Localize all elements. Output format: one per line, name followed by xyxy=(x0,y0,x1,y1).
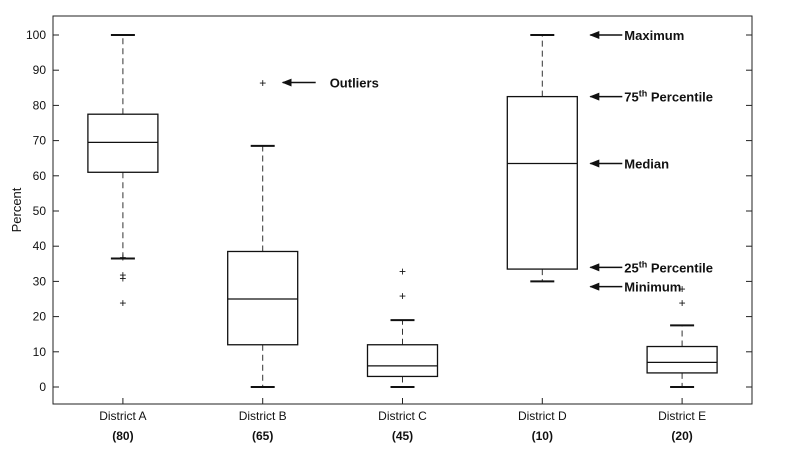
box-1-outlier-2: + xyxy=(119,271,126,285)
y-tick-label-0: 0 xyxy=(39,380,46,394)
boxes-layer: +++++++++ xyxy=(87,34,718,388)
box-3-outlier-1: + xyxy=(399,289,406,303)
annotation-label-3: 75th Percentile xyxy=(624,89,713,105)
box-1-iqr-box xyxy=(87,113,159,173)
y-tick-label-30: 30 xyxy=(33,274,47,288)
y-tick-label-100: 100 xyxy=(26,28,46,42)
box-1-outlier-3: + xyxy=(119,268,126,282)
y-tick-label-10: 10 xyxy=(33,345,47,359)
box-2-iqr-box xyxy=(227,250,299,346)
sample-size-label-5: (20) xyxy=(671,429,692,443)
y-tick-label-40: 40 xyxy=(33,239,47,253)
annotations-layer: Outliers Maximum 75th Percentile Median 25th… xyxy=(281,28,713,295)
box-3-outlier-2: + xyxy=(399,264,406,278)
annotation-label-4: Median xyxy=(624,156,669,171)
y-tick-label-90: 90 xyxy=(33,63,47,77)
category-label-2: District B xyxy=(239,409,287,423)
box-5-outlier-1: + xyxy=(679,296,686,310)
sample-size-label-2: (65) xyxy=(252,429,273,443)
box-1-outlier-1: + xyxy=(119,296,126,310)
y-tick-label-80: 80 xyxy=(33,98,47,112)
box-4-iqr-box xyxy=(506,95,578,270)
box-5-outlier-2: + xyxy=(679,282,686,296)
box-1-outlier-4: + xyxy=(119,250,126,264)
sample-size-label-4: (10) xyxy=(532,429,553,443)
box-3-iqr-box xyxy=(366,344,439,378)
category-label-4: District D xyxy=(518,409,567,423)
annotation-label-5: 25th Percentile xyxy=(624,259,713,275)
axes-layer: 0 10 20 30 40 50 60 70 80 90 100 District A (80) Dist… xyxy=(26,28,752,443)
y-tick-label-20: 20 xyxy=(33,310,47,324)
y-tick-label-70: 70 xyxy=(33,134,47,148)
category-label-1: District A xyxy=(99,409,146,423)
sample-size-label-1: (80) xyxy=(112,429,133,443)
sample-size-label-3: (45) xyxy=(392,429,413,443)
y-axis-label: Percent xyxy=(9,187,24,232)
annotation-label-1: Outliers xyxy=(330,76,379,91)
category-label-3: District C xyxy=(378,409,427,423)
y-tick-label-50: 50 xyxy=(33,204,47,218)
box-2-outlier-1: + xyxy=(259,76,266,90)
y-tick-label-60: 60 xyxy=(33,169,47,183)
annotation-label-6: Minimum xyxy=(624,280,681,295)
box-5-iqr-box xyxy=(646,345,718,374)
annotation-label-2: Maximum xyxy=(624,28,684,43)
category-label-5: District E xyxy=(658,409,706,423)
